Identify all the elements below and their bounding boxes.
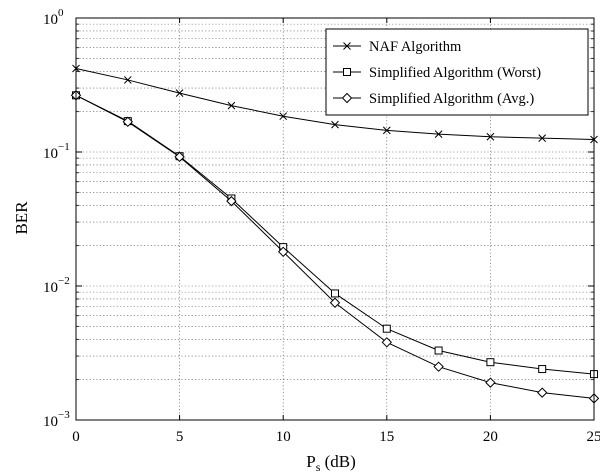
- data-point: [174, 151, 185, 163]
- plot-frame: [75, 17, 595, 421]
- data-point: [486, 132, 495, 141]
- data-point: [434, 346, 443, 355]
- data-point: [122, 116, 134, 128]
- x-axis-label: Ps (dB): [306, 452, 356, 472]
- data-point: [536, 387, 548, 398]
- legend-marker-square: [343, 68, 351, 76]
- data-point: [381, 337, 393, 348]
- axis-ticks: 0 5 10 15 20 25 100 10−1 10−2 10−3: [43, 7, 600, 445]
- series-layer: [70, 64, 600, 404]
- y-tick-label: 10−3: [43, 409, 70, 430]
- legend-label: NAF Algorithm: [369, 39, 462, 55]
- x-tick-label: 15: [379, 429, 394, 445]
- x-tick-label: 5: [176, 429, 184, 445]
- y-tick-label: 10−2: [43, 275, 70, 296]
- legend: NAF Algorithm Simplified Algorithm (Worst…: [325, 28, 589, 116]
- data-point: [382, 126, 391, 135]
- legend-label: Simplified Algorithm (Avg.): [369, 91, 534, 107]
- data-point: [331, 120, 339, 129]
- data-point: [175, 89, 184, 97]
- data-point: [329, 297, 341, 308]
- x-tick-label: 10: [276, 429, 291, 445]
- y-tick-label: 10−1: [43, 141, 70, 162]
- data-point: [382, 324, 391, 333]
- data-point: [123, 76, 132, 84]
- y-axis-label: BER: [12, 201, 31, 235]
- x-tick-label: 0: [72, 429, 80, 445]
- data-point: [227, 101, 236, 110]
- legend-label: Simplified Algorithm (Worst): [369, 65, 541, 81]
- data-point: [277, 246, 289, 258]
- legend-box: [325, 28, 589, 116]
- data-point: [226, 195, 237, 207]
- x-tick-label: 20: [483, 429, 498, 445]
- data-point: [434, 130, 443, 138]
- data-point: [433, 361, 444, 372]
- y-tick-label: 100: [43, 7, 64, 28]
- data-point: [538, 365, 547, 374]
- legend-marker-x: [343, 42, 351, 50]
- data-point: [331, 289, 339, 298]
- data-point: [279, 112, 288, 121]
- data-point: [485, 377, 496, 388]
- x-tick-label: 25: [587, 429, 600, 445]
- series-line: [75, 94, 595, 399]
- series-diamond: [70, 90, 600, 404]
- series-square: [72, 91, 598, 379]
- data-point: [486, 358, 495, 367]
- legend-marker-diamond: [341, 92, 353, 104]
- data-point: [538, 134, 547, 142]
